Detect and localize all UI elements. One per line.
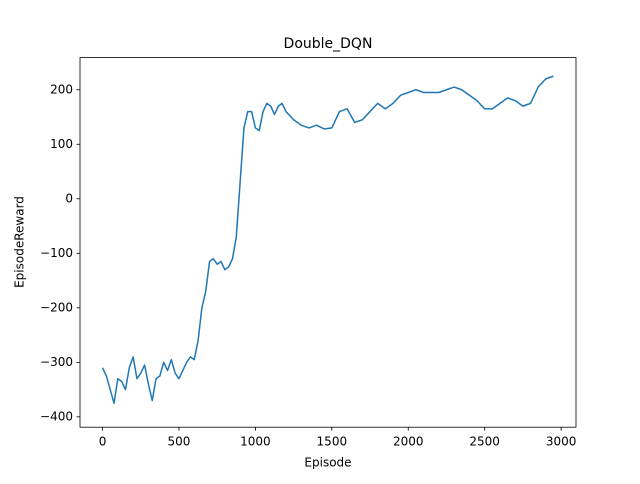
x-tick-label: 2500 [469,435,500,449]
y-tick-label: −400 [40,409,73,423]
x-tick-label: 2000 [393,435,424,449]
x-tick-label: 0 [99,435,107,449]
data-line [101,75,554,404]
x-axis-label: Episode [304,456,351,470]
plot-frame [79,57,577,428]
x-tick-label: 1000 [240,435,271,449]
y-tick-label: −200 [40,300,73,314]
y-tick-label: 200 [50,82,73,96]
y-tick-label: 100 [50,137,73,151]
x-tick-label: 1500 [317,435,348,449]
x-tick-label: 500 [168,435,191,449]
y-axis-label: EpisodeReward [13,196,27,288]
y-tick-label: −300 [40,355,73,369]
y-tick-label: 0 [65,191,73,205]
x-tick-label: 3000 [546,435,577,449]
y-tick-label: −100 [40,246,73,260]
chart-title: Double_DQN [284,36,373,52]
